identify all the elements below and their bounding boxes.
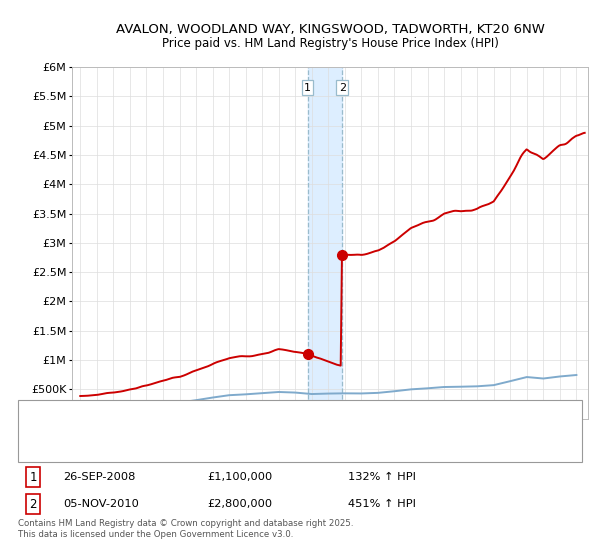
Text: 26-SEP-2008: 26-SEP-2008	[63, 472, 136, 482]
Bar	[308, 67, 342, 419]
Text: £2,800,000: £2,800,000	[207, 499, 272, 509]
Text: HPI: Average price, detached house, Reigate and Banstead: HPI: Average price, detached house, Reig…	[57, 432, 352, 442]
Text: Contains HM Land Registry data © Crown copyright and database right 2025.
This d: Contains HM Land Registry data © Crown c…	[18, 520, 353, 539]
Text: AVALON, WOODLAND WAY, KINGSWOOD, TADWORTH, KT20 6NW (detached house): AVALON, WOODLAND WAY, KINGSWOOD, TADWORT…	[57, 414, 471, 424]
Text: ———: ———	[27, 430, 68, 444]
Text: 2: 2	[29, 497, 37, 511]
Text: 451% ↑ HPI: 451% ↑ HPI	[348, 499, 416, 509]
Text: ———: ———	[27, 412, 68, 426]
Text: AVALON, WOODLAND WAY, KINGSWOOD, TADWORTH, KT20 6NW: AVALON, WOODLAND WAY, KINGSWOOD, TADWORT…	[116, 24, 544, 36]
Text: 1: 1	[29, 470, 37, 484]
Text: 2: 2	[338, 83, 346, 93]
Text: 132% ↑ HPI: 132% ↑ HPI	[348, 472, 416, 482]
Text: 05-NOV-2010: 05-NOV-2010	[63, 499, 139, 509]
Text: 1: 1	[304, 83, 311, 93]
Text: Price paid vs. HM Land Registry's House Price Index (HPI): Price paid vs. HM Land Registry's House …	[161, 38, 499, 50]
Text: £1,100,000: £1,100,000	[207, 472, 272, 482]
